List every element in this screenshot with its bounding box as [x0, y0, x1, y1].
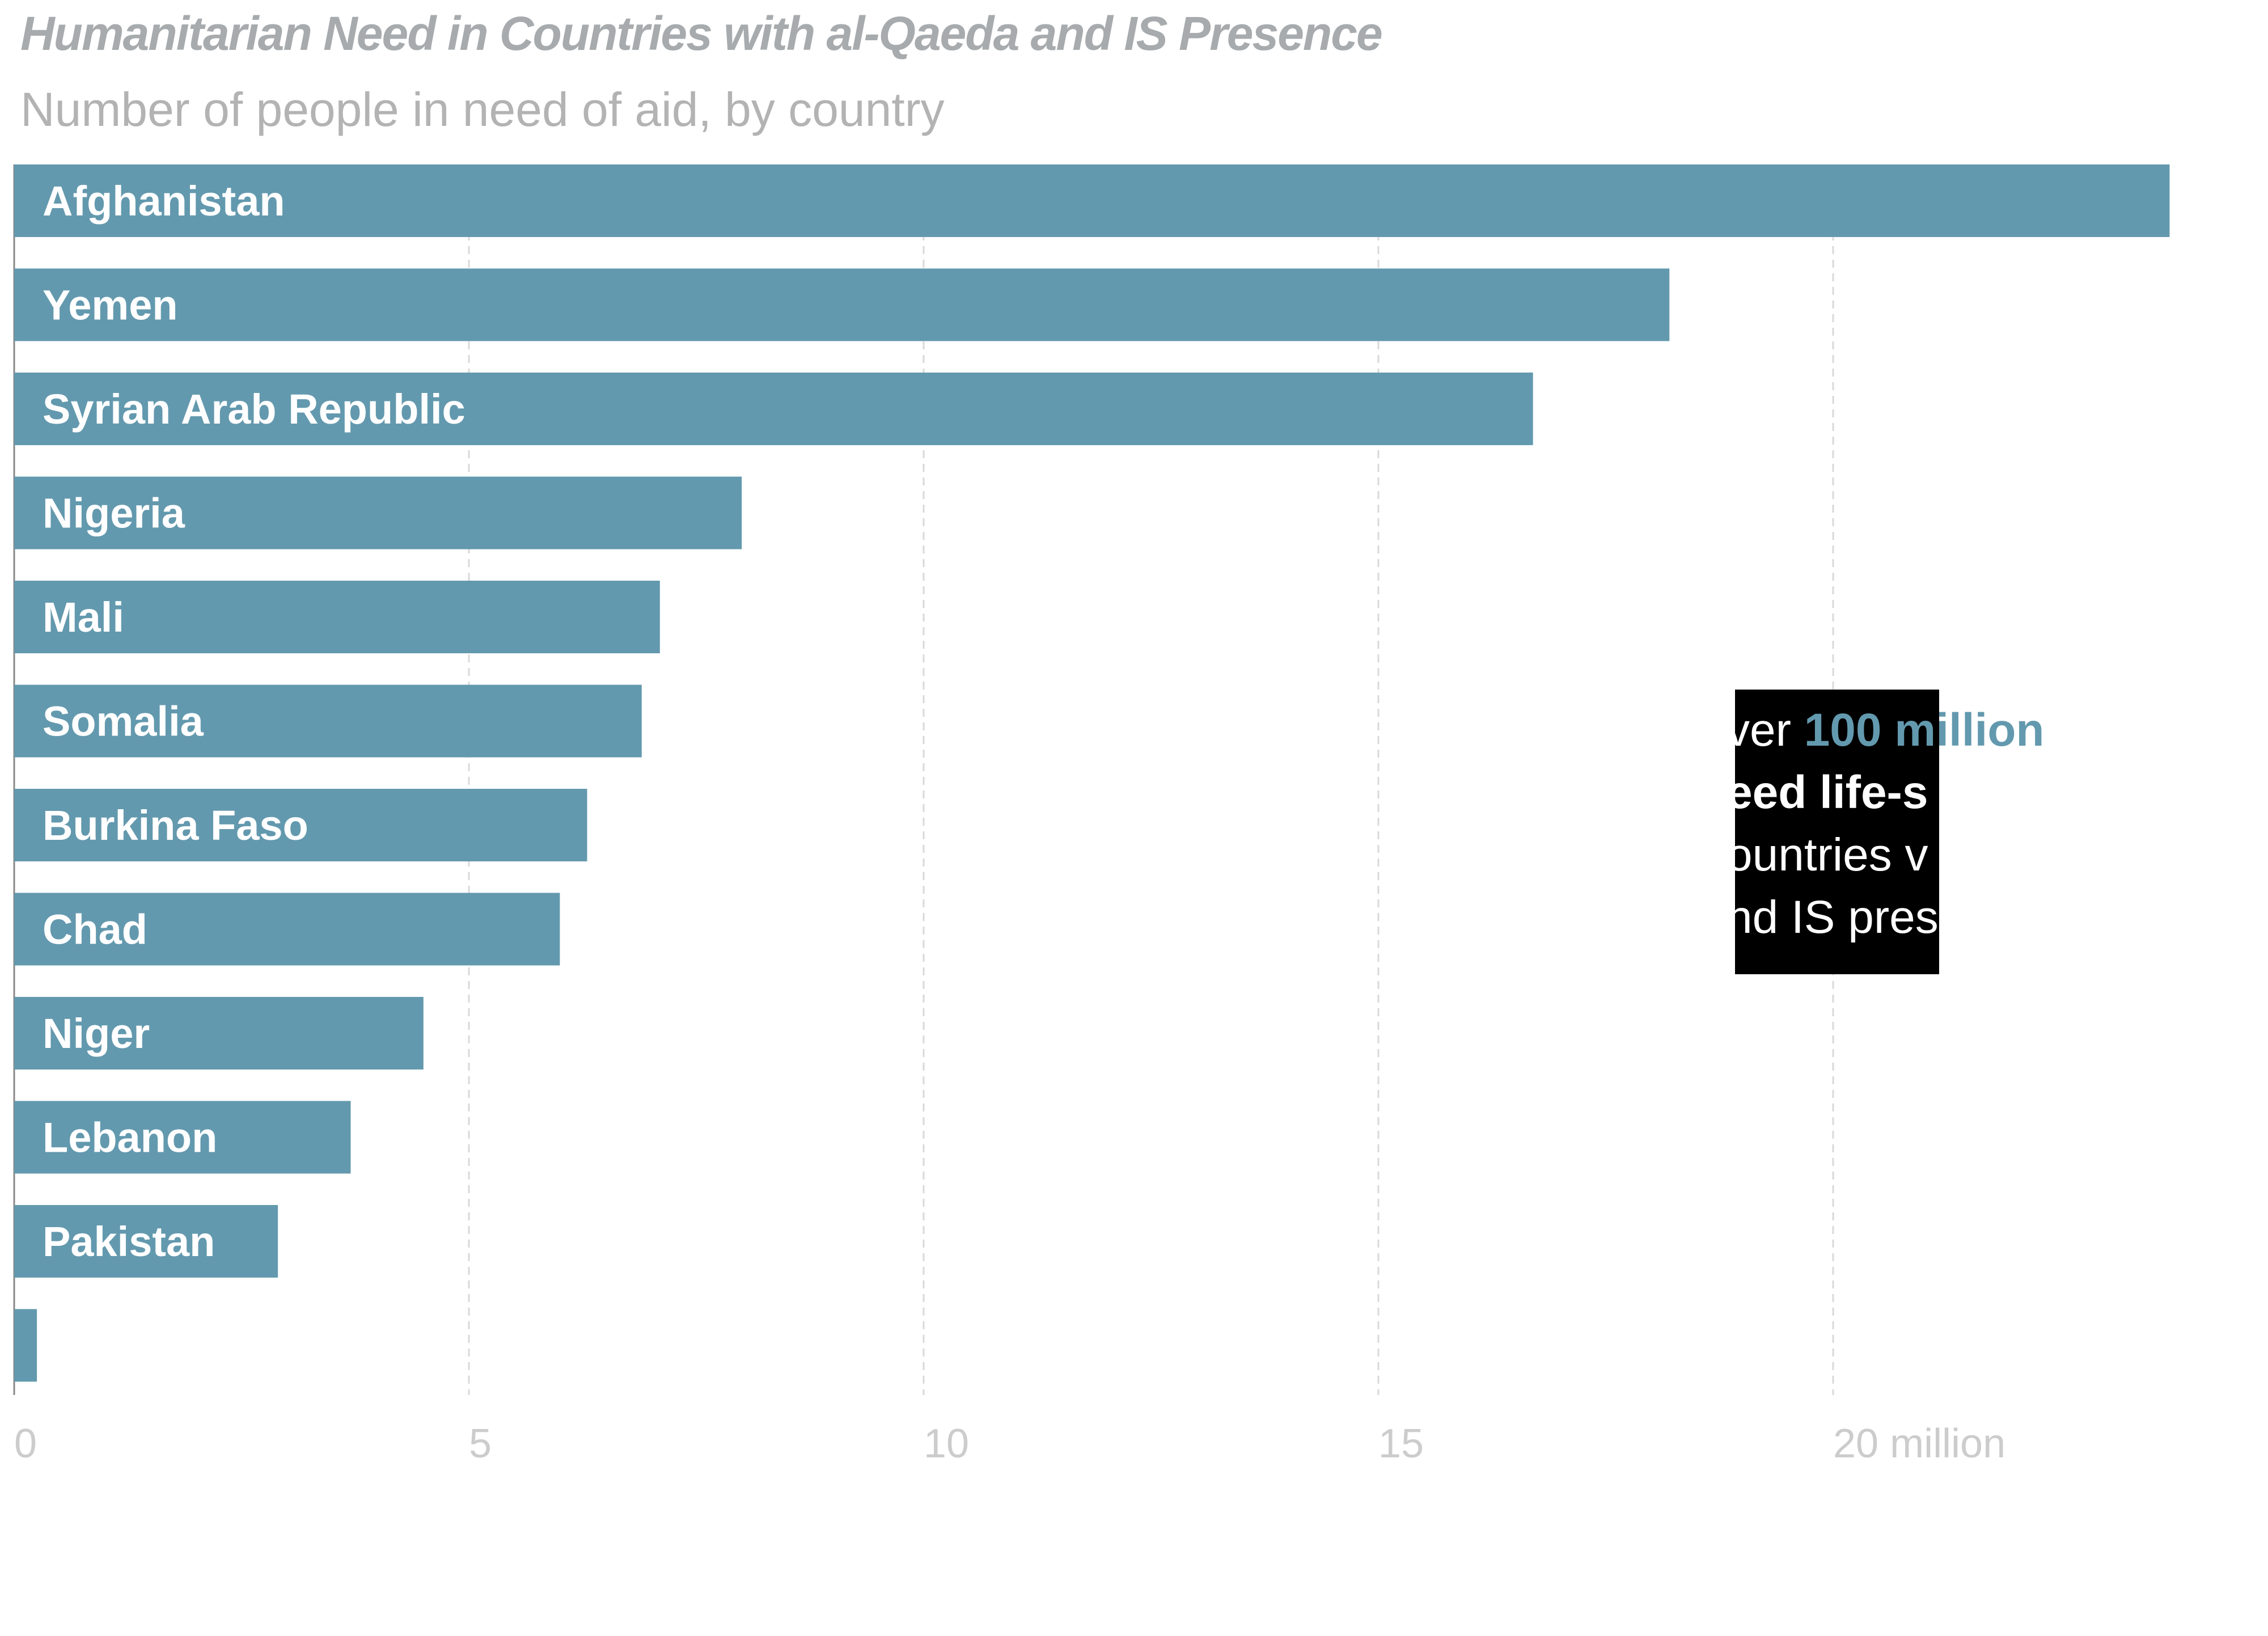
- x-tick-label: 0: [14, 1421, 37, 1466]
- bar-label: Nigeria: [43, 490, 185, 537]
- x-tick-label: 15: [1378, 1421, 1424, 1466]
- annotation-line: nd IS pres: [1727, 891, 1939, 943]
- bar: [14, 789, 587, 861]
- x-tick-label: 10: [924, 1421, 969, 1466]
- bar-label: Pakistan: [43, 1218, 215, 1265]
- bar-label: Lebanon: [43, 1114, 217, 1161]
- bar: [14, 893, 560, 966]
- annotation-line: ountries v: [1727, 829, 1928, 881]
- chart-subtitle: Number of people in need of aid, by coun…: [20, 83, 945, 136]
- bar: [14, 476, 742, 549]
- bar: [14, 373, 1533, 445]
- bar-label: Chad: [43, 906, 147, 953]
- bar-label: Syrian Arab Republic: [43, 386, 466, 433]
- bar: [14, 581, 660, 653]
- bar-label: Niger: [43, 1010, 150, 1057]
- annotation-segment: ountries v: [1727, 829, 1928, 881]
- annotation-segment: nd IS pres: [1727, 891, 1939, 943]
- annotation-line: ver 100 million: [1727, 704, 2045, 756]
- bar: [14, 1101, 351, 1174]
- bar-label: Afghanistan: [43, 177, 285, 225]
- bar: [14, 268, 1670, 341]
- bar: [14, 164, 2170, 237]
- annotation-line: eed life-s: [1727, 767, 1928, 818]
- bar: [14, 1205, 278, 1278]
- chart-title: Humanitarian Need in Countries with al-Q…: [20, 7, 1382, 60]
- annotation-segment: ver: [1727, 704, 1804, 756]
- gridlines: [13, 164, 1834, 1395]
- x-axis: 0 5 10 15 20 million: [14, 1421, 2005, 1466]
- annotation-box: ver 100 million eed life-s ountries v nd IS…: [1727, 690, 2045, 974]
- bar-label: Mali: [43, 594, 124, 641]
- bar: [14, 684, 642, 758]
- annotation-segment: eed life-s: [1727, 767, 1928, 818]
- annotation-background: [1735, 690, 1939, 974]
- x-tick-label: 5: [469, 1421, 492, 1466]
- bar: [14, 997, 424, 1069]
- annotation-segment: 100 million: [1804, 704, 2045, 756]
- bar-label: Yemen: [43, 282, 178, 329]
- bar-label: Burkina Faso: [43, 802, 308, 849]
- bar: [14, 1309, 37, 1382]
- bars: Afghanistan Yemen Syrian Arab Republic Nige…: [14, 164, 2170, 1382]
- x-tick-label: 20 million: [1833, 1421, 2005, 1466]
- bar-label: Somalia: [43, 698, 204, 745]
